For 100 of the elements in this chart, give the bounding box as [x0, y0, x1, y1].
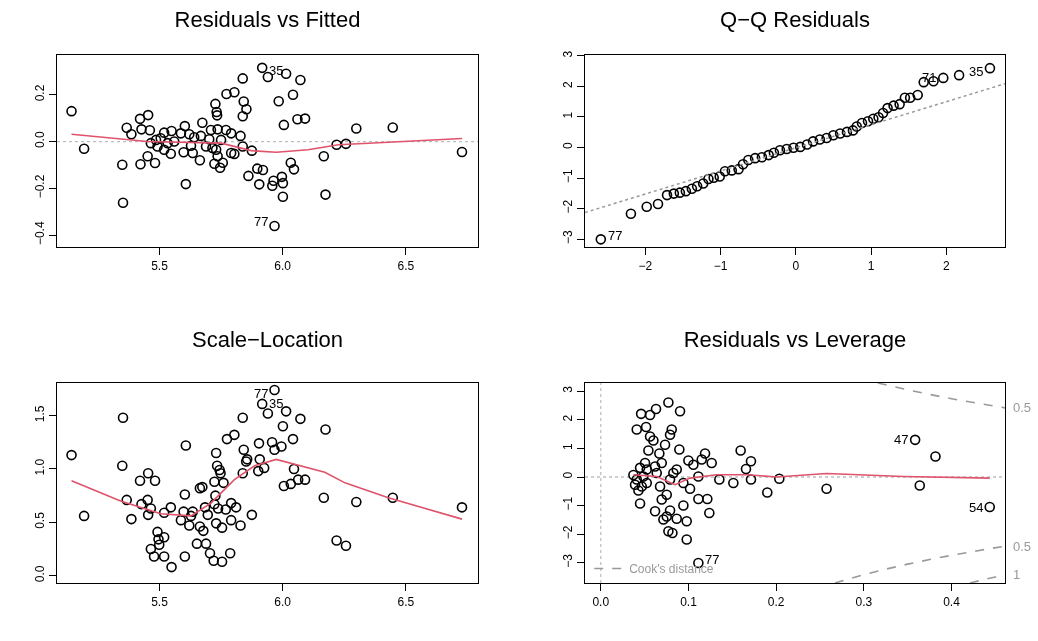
y-tick-label: 2 [560, 414, 575, 422]
point [768, 147, 780, 158]
y-tick-label: 0 [560, 471, 575, 479]
annotation: 54 [969, 500, 984, 515]
x-tick-label: 6.0 [274, 258, 292, 273]
point [625, 208, 637, 220]
point [873, 111, 884, 123]
point [834, 128, 846, 139]
y-tick-label: 0.5 [32, 511, 47, 529]
chart-title: Scale−Location [191, 327, 344, 353]
x-tick-label: 6.5 [397, 594, 415, 609]
x-tick-label: 0 [792, 258, 800, 273]
point [821, 132, 832, 144]
y-tick-label: 0.0 [32, 131, 47, 149]
point [794, 141, 806, 153]
point [763, 149, 774, 161]
point [714, 171, 726, 182]
y-tick-label: −0.4 [32, 221, 47, 246]
point [894, 98, 905, 110]
point [652, 198, 664, 210]
point [904, 92, 916, 104]
annotation: 0.5 [1013, 400, 1032, 415]
point [668, 188, 680, 199]
point [641, 201, 653, 213]
point [856, 117, 868, 129]
chart-title: Residuals vs Leverage [683, 327, 907, 353]
point [814, 134, 826, 145]
y-tick-label: −1 [560, 496, 575, 511]
point [937, 72, 949, 84]
line-series [70, 133, 463, 154]
annotation: 77 [705, 552, 720, 567]
annotation: 0.5 [1013, 539, 1032, 554]
point [841, 126, 853, 138]
point [703, 173, 714, 185]
point [899, 92, 911, 104]
line-series [834, 545, 1005, 583]
y-tick-label: −3 [560, 553, 575, 568]
point [680, 185, 692, 197]
y-tick-label: −0.2 [32, 174, 47, 199]
x-tick-label: −1 [713, 258, 728, 273]
y-tick-label: 1 [560, 111, 575, 119]
annotation: 77 [254, 214, 269, 229]
y-tick-label: 1.5 [32, 405, 47, 423]
y-tick-label: 1 [560, 442, 575, 450]
point [749, 152, 761, 164]
point [867, 113, 879, 125]
x-tick-label: −2 [638, 258, 653, 273]
point [743, 154, 754, 166]
x-tick-label: 1 [867, 258, 875, 273]
point [953, 69, 965, 81]
point [828, 129, 839, 141]
point [756, 151, 768, 163]
point [847, 125, 859, 136]
point [733, 163, 744, 175]
x-tick-label: 0.4 [943, 594, 961, 609]
x-tick-label: 5.5 [151, 258, 169, 273]
annotation: 35 [269, 396, 284, 411]
point [595, 234, 607, 245]
y-tick-label: 3 [560, 385, 575, 393]
y-tick-label: 0.2 [32, 84, 47, 102]
point [801, 139, 813, 150]
y-tick-label: 2 [560, 80, 575, 88]
x-tick-label: 0.2 [767, 594, 785, 609]
y-tick-label: 0.0 [32, 565, 47, 583]
point [882, 102, 893, 114]
x-tick-label: 6.5 [397, 258, 415, 273]
point [984, 62, 996, 74]
point [674, 187, 686, 198]
annotation: 77 [254, 386, 269, 401]
point [877, 107, 889, 119]
point [719, 166, 731, 177]
point [708, 172, 720, 184]
chart-title: Q−Q Residuals [720, 7, 870, 33]
y-tick-label: −2 [560, 199, 575, 214]
point [774, 144, 786, 156]
point [661, 189, 673, 201]
point [807, 136, 819, 147]
point [888, 100, 899, 111]
y-tick-label: −1 [560, 169, 575, 184]
x-tick-label: 2 [942, 258, 950, 273]
x-tick-label: 0.0 [592, 594, 610, 609]
point [912, 89, 923, 101]
point [691, 180, 703, 192]
y-tick-label: 3 [560, 50, 575, 58]
point [697, 178, 709, 189]
y-tick-label: 1.0 [32, 458, 47, 476]
annotation: 47 [894, 432, 909, 447]
y-tick-label: −2 [560, 525, 575, 540]
point [788, 142, 799, 154]
x-tick-label: 6.0 [274, 594, 292, 609]
point [851, 121, 863, 132]
x-tick-label: 0.1 [680, 594, 698, 609]
point [737, 158, 749, 170]
point [686, 183, 698, 194]
point [862, 115, 874, 127]
annotation: 1 [1013, 567, 1021, 582]
line-series [877, 383, 1005, 409]
point [726, 165, 738, 176]
y-tick-label: 0 [560, 142, 575, 150]
point [781, 143, 793, 155]
